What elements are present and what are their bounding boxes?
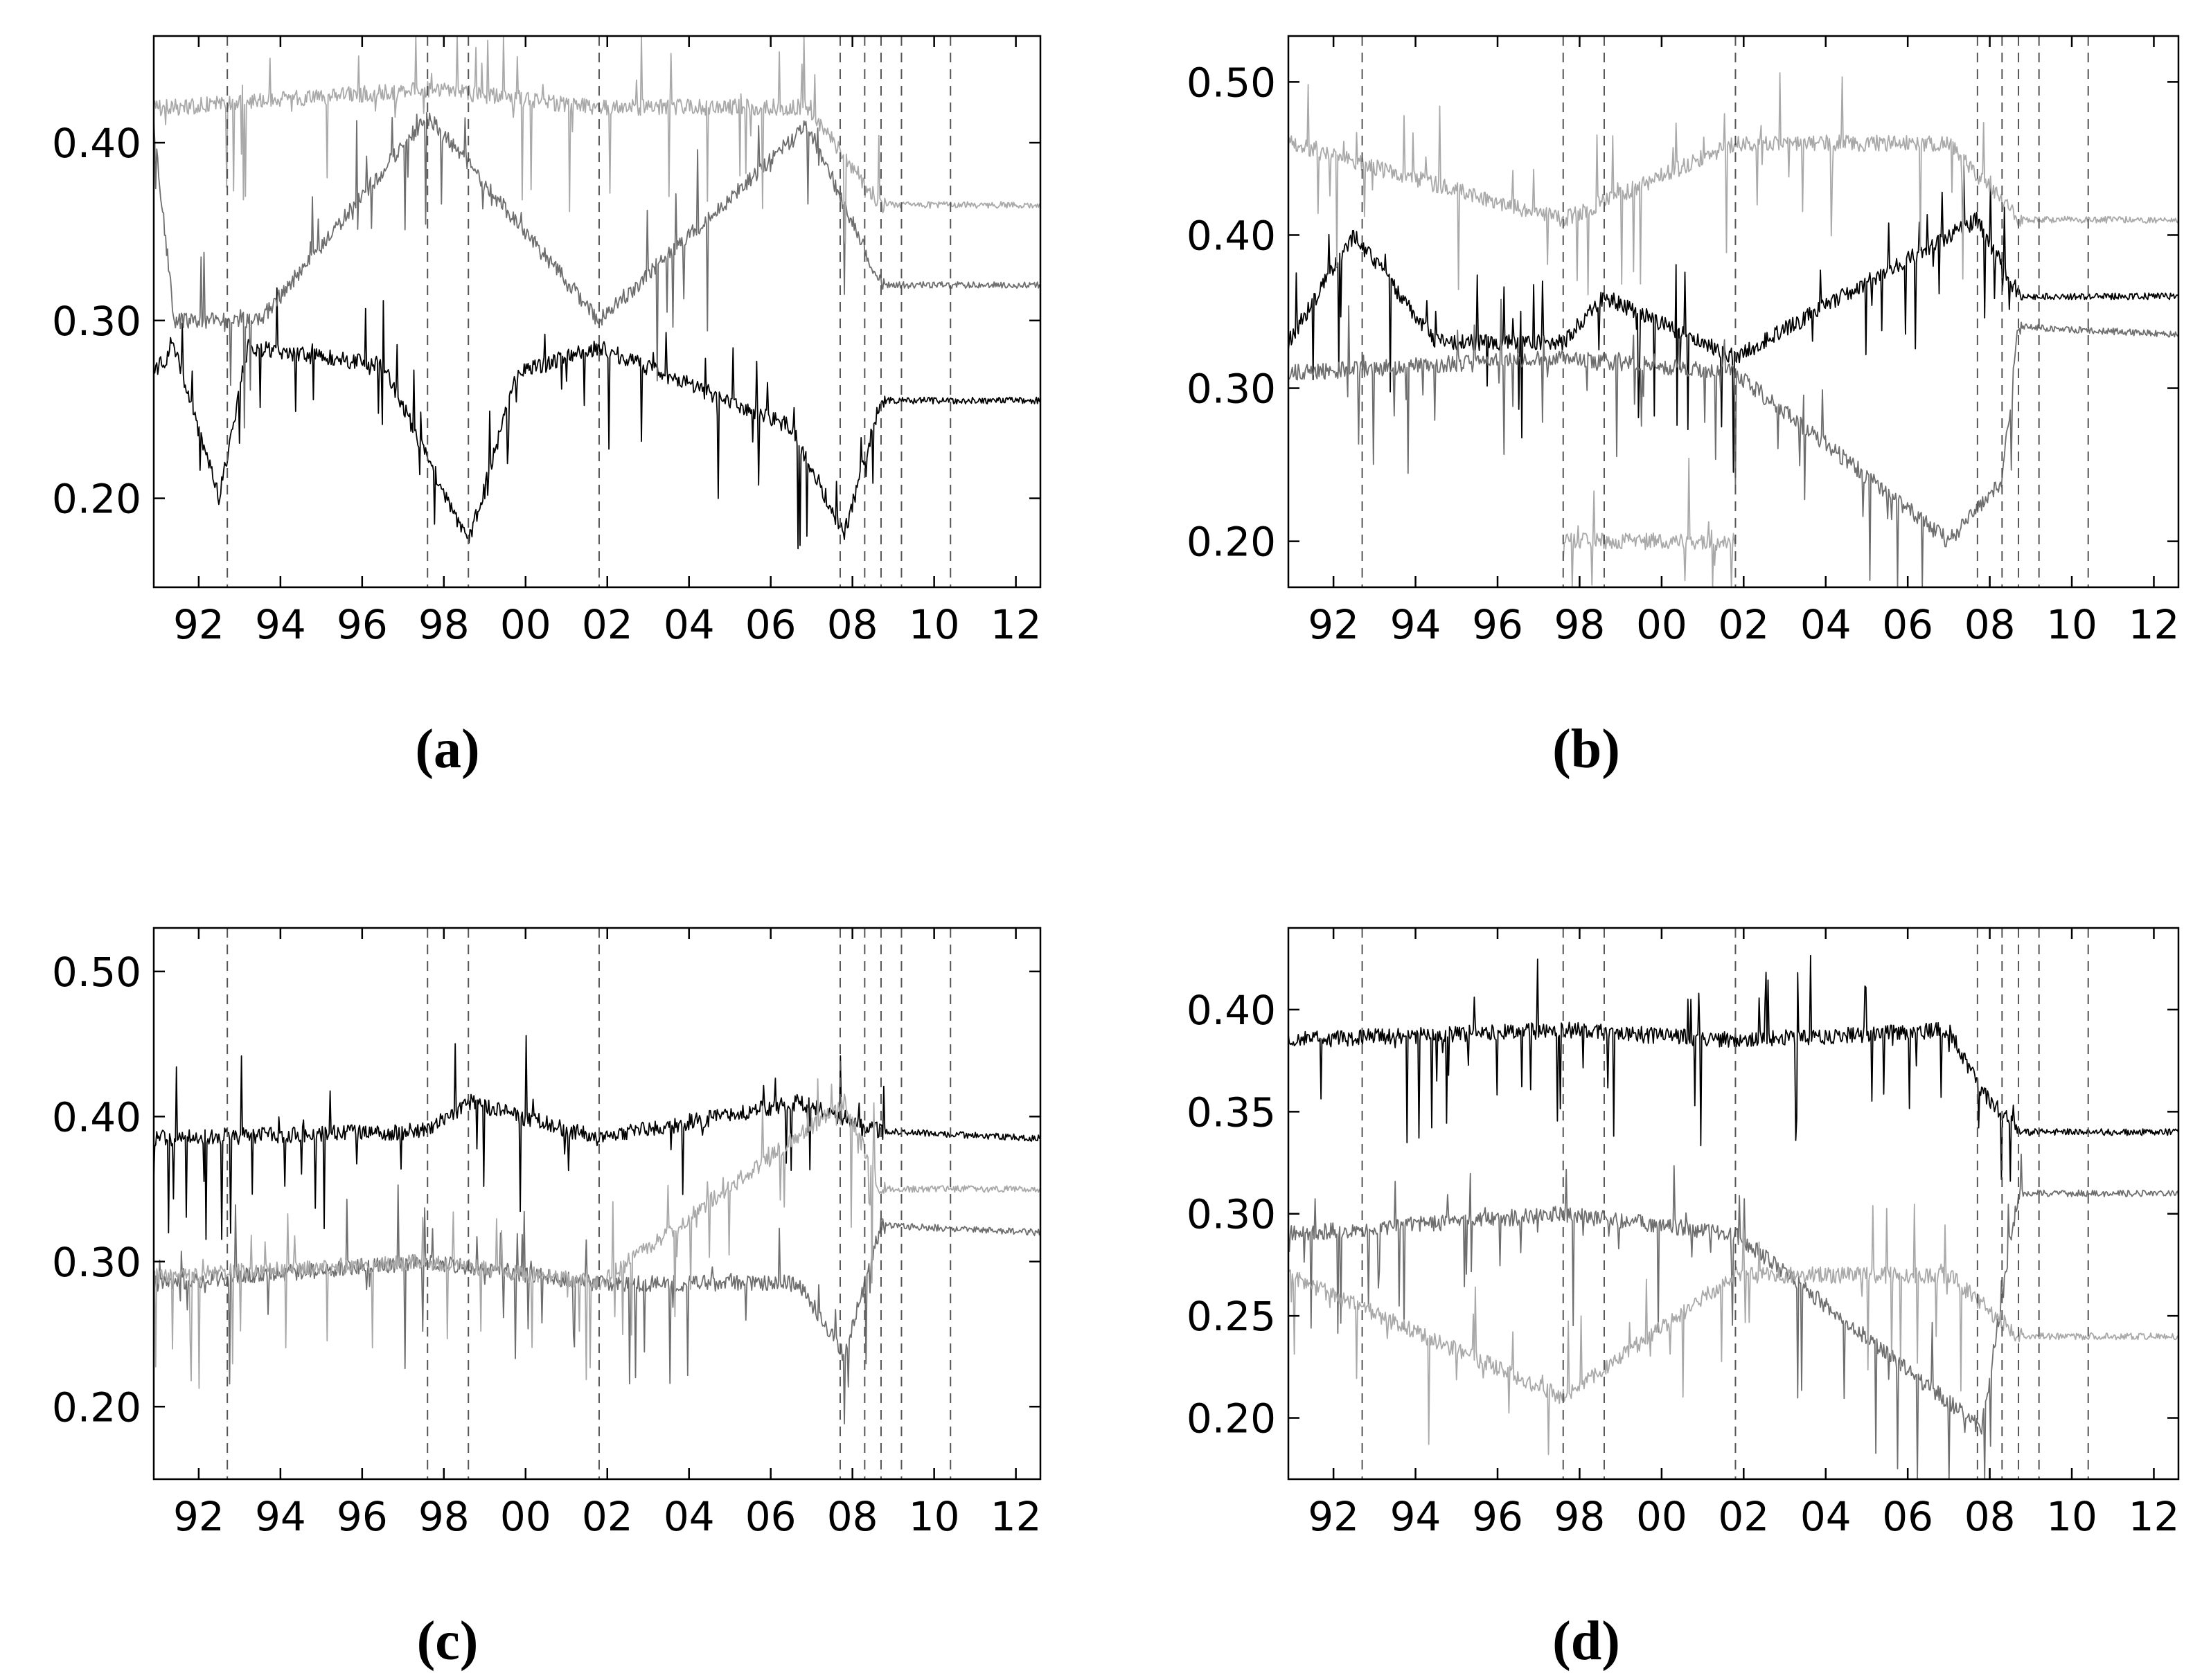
series-line [153,111,1041,429]
x-tick-label: 08 [827,1493,878,1540]
x-tick-label: 96 [1472,601,1523,648]
panel-label-c: (c) [417,1611,479,1672]
x-tick-label: 06 [745,1493,797,1540]
series-line [153,1184,1041,1424]
x-tick-label: 10 [2046,601,2097,648]
x-tick-label: 02 [1718,1493,1769,1540]
y-tick-label: 0.40 [1187,212,1276,259]
plot-frame [1287,927,2180,1481]
x-tick-label: 02 [582,1493,633,1540]
series-line [1563,457,1737,588]
x-tick-label: 92 [1308,601,1359,648]
y-tick-label: 0.30 [52,298,141,345]
y-tick-label: 0.25 [1187,1293,1276,1340]
y-tick-label: 0.50 [52,949,141,996]
y-tick-label: 0.50 [1187,59,1276,106]
x-tick-label: 04 [1800,601,1852,648]
x-tick-label: 06 [745,601,797,648]
x-tick-label: 94 [255,1493,306,1540]
x-tick-label: 12 [991,1493,1042,1540]
series-line [153,35,1041,244]
series-line [1288,1204,2179,1456]
x-tick-label: 06 [1882,601,1933,648]
y-tick-label: 0.20 [52,476,141,523]
panel-label-b: (b) [1552,719,1620,780]
x-tick-label: 12 [2129,601,2180,648]
x-tick-label: 00 [1636,601,1687,648]
x-tick-label: 94 [1390,601,1441,648]
x-tick-label: 96 [337,601,388,648]
x-tick-label: 12 [991,601,1042,648]
panel-a: 0.20 0.30 0.40 92 94 96 98 00 02 04 06 08 10 12 [52,35,1042,648]
x-tick-label: 92 [1308,1493,1359,1540]
y-tick-label: 0.40 [1187,987,1276,1034]
x-tick-label: 96 [337,1493,388,1540]
series-line [153,287,1041,550]
panel-c: 0.20 0.30 0.40 0.50 92 94 96 98 00 02 04 06 08 10 12 [52,927,1042,1540]
y-tick-label: 0.40 [52,1093,141,1141]
x-tick-label: 08 [827,601,878,648]
panel-label-a: (a) [415,719,479,780]
series-line [1288,298,2179,588]
y-tick-label: 0.30 [1187,366,1276,413]
plot-frame [152,35,1042,589]
x-tick-label: 10 [2046,1493,2097,1540]
x-tick-label: 94 [1390,1493,1441,1540]
series-line [1288,954,2179,1182]
x-tick-label: 10 [909,601,960,648]
series-line [1288,72,2179,296]
y-tick-label: 0.40 [52,120,141,167]
x-tick-label: 10 [909,1493,960,1540]
x-tick-label: 00 [1636,1493,1687,1540]
x-tick-label: 98 [418,601,470,648]
y-tick-label: 0.20 [1187,1395,1276,1442]
x-tick-label: 94 [255,601,306,648]
x-tick-label: 00 [500,601,551,648]
series-line [153,1078,1041,1389]
x-tick-label: 96 [1472,1493,1523,1540]
panel-b: 0.20 0.30 0.40 0.50 92 94 96 98 00 02 04 06 08 10 12 [1187,35,2180,648]
series-line [1288,165,2179,473]
x-tick-label: 08 [1964,1493,2016,1540]
x-tick-label: 98 [1554,1493,1606,1540]
x-tick-label: 06 [1882,1493,1933,1540]
x-tick-label: 04 [664,601,715,648]
series-line [153,1035,1041,1240]
x-tick-label: 92 [173,1493,224,1540]
plot-frame [152,927,1042,1481]
y-tick-label: 0.20 [1187,519,1276,566]
y-tick-label: 0.35 [1187,1089,1276,1136]
x-tick-label: 00 [500,1493,551,1540]
y-tick-label: 0.20 [52,1384,141,1431]
x-tick-label: 02 [1718,601,1769,648]
y-tick-label: 0.30 [1187,1191,1276,1238]
panel-d: 0.20 0.25 0.30 0.35 0.40 92 94 96 98 00 02 04 06 08 10… [1187,927,2180,1540]
x-tick-label: 08 [1964,601,2016,648]
series-line [1288,1153,2179,1480]
x-tick-label: 04 [1800,1493,1852,1540]
x-tick-label: 92 [173,601,224,648]
y-tick-label: 0.30 [52,1239,141,1286]
x-tick-label: 98 [1554,601,1606,648]
plot-frame [1287,35,2180,589]
x-tick-label: 04 [664,1493,715,1540]
x-tick-label: 02 [582,601,633,648]
x-tick-label: 12 [2129,1493,2180,1540]
panel-label-d: (d) [1552,1611,1620,1672]
x-tick-label: 98 [418,1493,470,1540]
